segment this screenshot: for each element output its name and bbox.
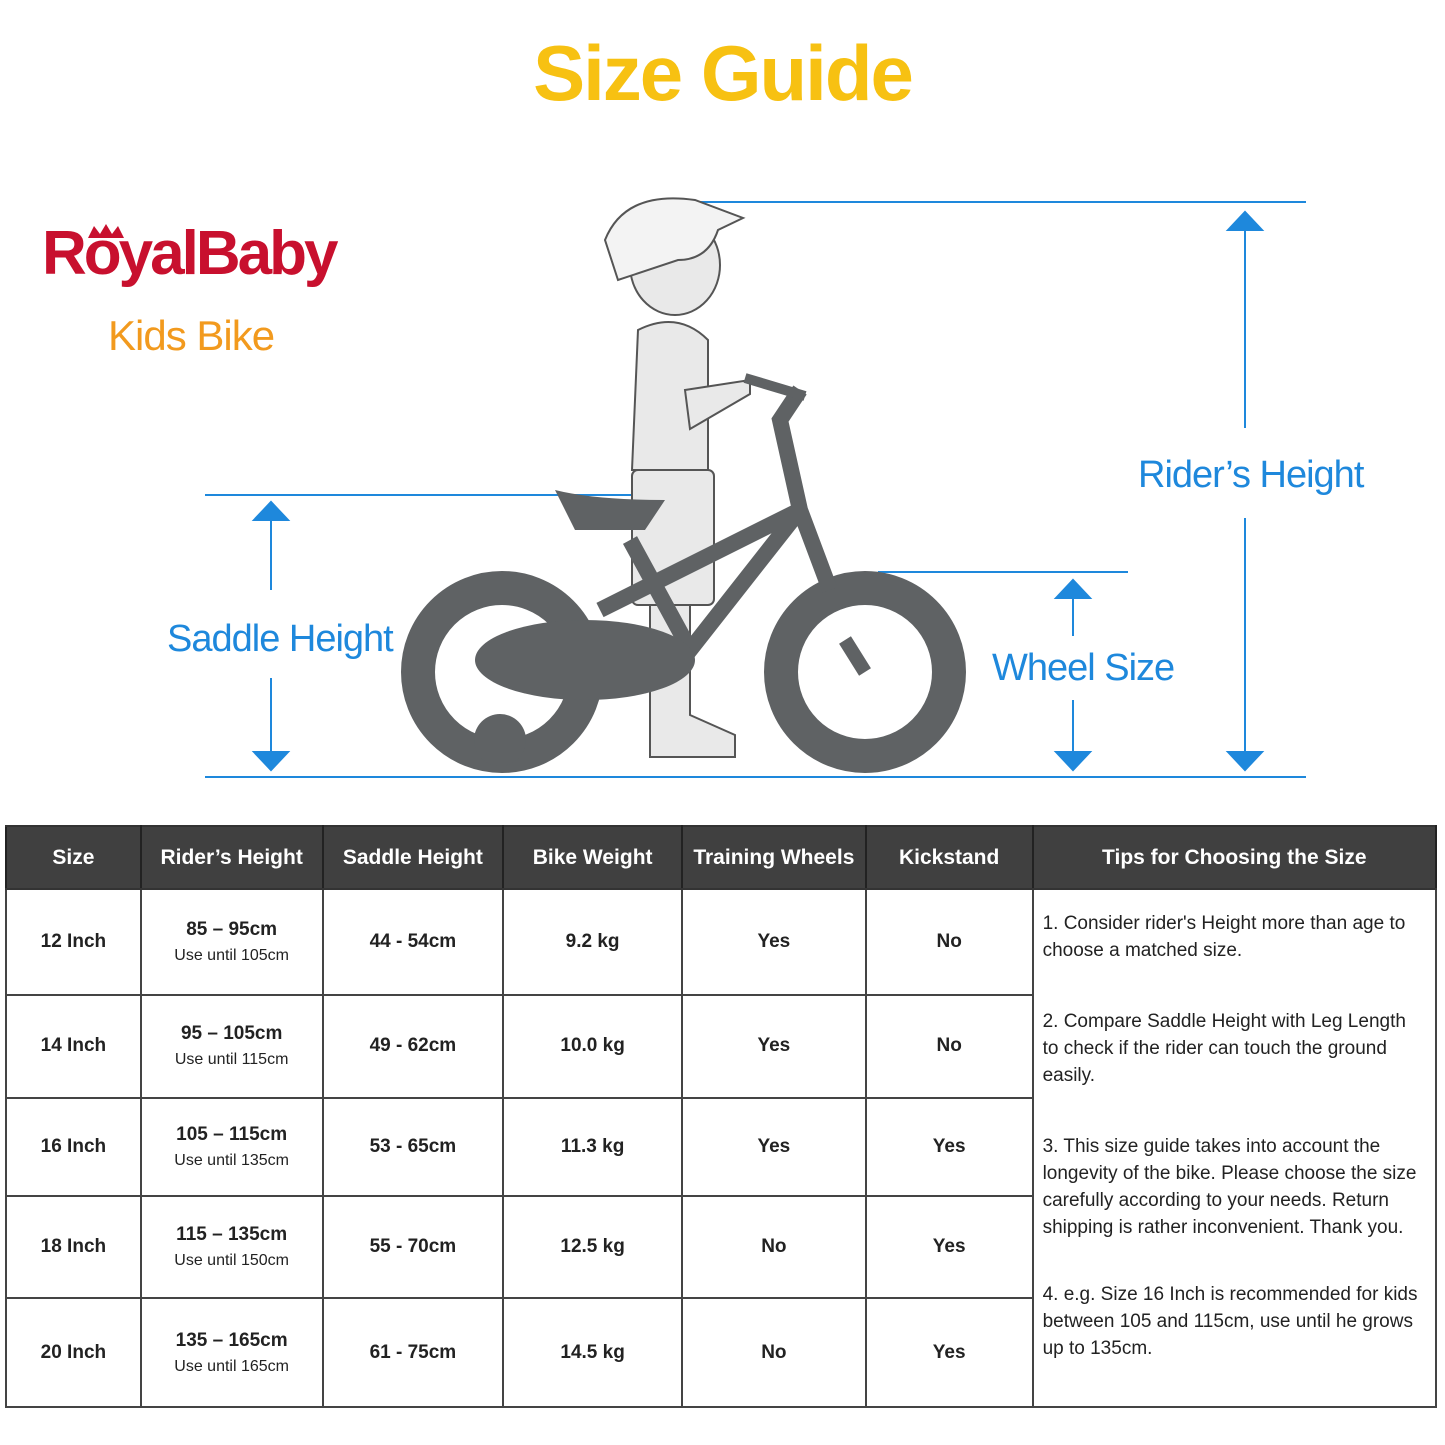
cell-saddle: 55 - 70cm: [321, 1194, 505, 1300]
cell-height: 105 – 115cm Use until 135cm: [139, 1097, 324, 1197]
height-range: 95 – 105cm: [180, 1023, 283, 1045]
header-tips: Tips for Choosing the Size: [1031, 825, 1438, 890]
cell-kickstand: No: [864, 993, 1034, 1100]
tip-4: 4. e.g. Size 16 Inch is recommended for …: [1042, 1284, 1418, 1359]
use-until: Use until 105cm: [174, 946, 289, 964]
cell-training: No: [680, 1194, 867, 1300]
height-range: 85 – 95cm: [186, 918, 278, 940]
header-saddle-height: Saddle Height: [321, 825, 505, 890]
wheel-size-label: Wheel Size: [992, 647, 1175, 689]
cell-saddle: 61 - 75cm: [321, 1297, 505, 1408]
cell-size: 18 Inch: [5, 1194, 142, 1300]
table-row: 18 Inch 115 – 135cm Use until 150cm 55 - …: [5, 1194, 1436, 1300]
table-row: 16 Inch 105 – 115cm Use until 135cm 53 - …: [5, 1097, 1436, 1197]
height-range: 115 – 135cm: [176, 1223, 288, 1245]
cell-saddle: 44 - 54cm: [321, 888, 505, 996]
cell-training: Yes: [680, 993, 867, 1100]
table-row: 12 Inch 85 – 95cm Use until 105cm 44 - 54…: [5, 888, 1438, 1408]
cell-saddle: 53 - 65cm: [321, 1097, 505, 1197]
table-row: 14 Inch 95 – 105cm Use until 115cm 49 - 6…: [5, 993, 1436, 1100]
size-table: Size Rider’s Height Saddle Height Bike W…: [5, 825, 1438, 1408]
measure-lines: [205, 201, 1306, 778]
cell-size: 20 Inch: [5, 1297, 142, 1408]
cell-weight: 11.3 kg: [502, 1097, 683, 1197]
tip-2: 2. Compare Saddle Height with Leg Length…: [1042, 1011, 1406, 1086]
height-range: 105 – 115cm: [176, 1123, 288, 1145]
header-bike-weight: Bike Weight: [502, 825, 683, 890]
height-range: 135 – 165cm: [175, 1329, 288, 1351]
bike-icon: [401, 373, 966, 773]
cell-weight: 10.0 kg: [502, 993, 683, 1100]
cell-size: 12 Inch: [5, 888, 142, 996]
cell-training: Yes: [680, 1097, 867, 1197]
cell-height: 85 – 95cm Use until 105cm: [139, 888, 324, 996]
use-until: Use until 165cm: [174, 1357, 289, 1375]
tip-3: 3. This size guide takes into account th…: [1042, 1136, 1417, 1238]
use-until: Use until 150cm: [174, 1251, 289, 1269]
use-until: Use until 115cm: [174, 1051, 289, 1069]
cell-height: 95 – 105cm Use until 115cm: [139, 993, 324, 1100]
header-riders-height: Rider’s Height: [139, 825, 324, 890]
cell-training: No: [680, 1297, 867, 1408]
cell-height: 115 – 135cm Use until 150cm: [139, 1194, 324, 1300]
tips-cell: 1. Consider rider's Height more than age…: [1031, 888, 1438, 1408]
bike-size-diagram: [88, 197, 1306, 778]
brand-logo: RoyalBaby: [42, 219, 338, 288]
cell-kickstand: Yes: [864, 1194, 1034, 1300]
cell-kickstand: No: [864, 888, 1034, 996]
brand-subtitle: Kids Bike: [108, 312, 275, 359]
cell-kickstand: Yes: [864, 1297, 1034, 1408]
cell-size: 14 Inch: [5, 993, 142, 1100]
riders-height-label: Rider’s Height: [1138, 454, 1364, 496]
use-until: Use until 135cm: [174, 1151, 289, 1169]
header-size: Size: [5, 825, 142, 890]
cell-kickstand: Yes: [864, 1097, 1034, 1197]
page-title: Size Guide: [533, 29, 914, 117]
saddle-height-label: Saddle Height: [167, 618, 394, 660]
tip-1: 1. Consider rider's Height more than age…: [1042, 913, 1406, 961]
cell-height: 135 – 165cm Use until 165cm: [139, 1297, 324, 1408]
cell-size: 16 Inch: [5, 1097, 142, 1197]
cell-weight: 14.5 kg: [502, 1297, 683, 1408]
cell-training: Yes: [680, 888, 867, 996]
cell-weight: 9.2 kg: [502, 888, 683, 996]
header-training-wheels: Training Wheels: [680, 825, 867, 890]
table-row: 20 Inch 135 – 165cm Use until 165cm 61 - …: [5, 1297, 1436, 1408]
crown-icon: [88, 224, 124, 238]
cell-weight: 12.5 kg: [502, 1194, 683, 1300]
header-kickstand: Kickstand: [864, 825, 1034, 890]
cell-saddle: 49 - 62cm: [321, 993, 505, 1100]
table-header: Size Rider’s Height Saddle Height Bike W…: [5, 825, 1438, 890]
